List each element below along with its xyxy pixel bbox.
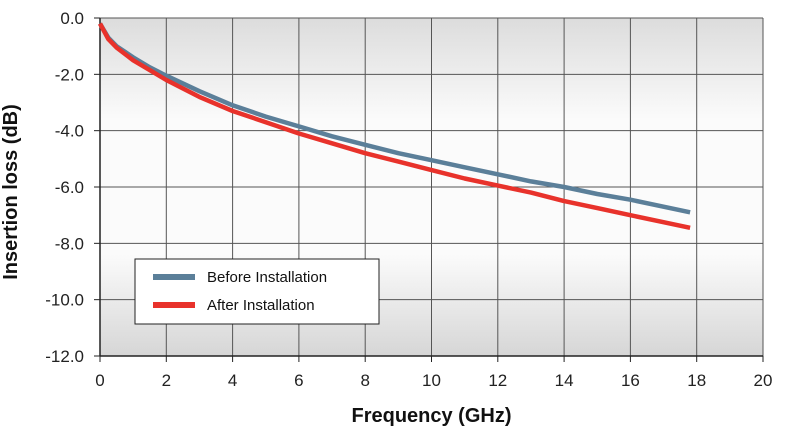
legend-box xyxy=(134,258,380,325)
x-tick-label: 12 xyxy=(488,371,507,390)
x-tick-label: 18 xyxy=(687,371,706,390)
y-tick-label: -10.0 xyxy=(45,291,84,310)
y-tick-label: -6.0 xyxy=(55,178,84,197)
y-tick-label: -12.0 xyxy=(45,347,84,366)
axes xyxy=(94,17,764,362)
series-lines xyxy=(98,22,691,231)
x-tick-label: 8 xyxy=(360,371,369,390)
grid-lines xyxy=(99,17,764,357)
y-axis-title: Insertion loss (dB) xyxy=(0,104,22,280)
x-tick-label: 16 xyxy=(621,371,640,390)
x-tick-label: 6 xyxy=(294,371,303,390)
legend-label-before: Before Installation xyxy=(207,269,327,286)
x-tick-label: 2 xyxy=(162,371,171,390)
legend-label-after: After Installation xyxy=(207,297,315,314)
x-tick-label: 4 xyxy=(228,371,237,390)
tick-labels: 0 2 4 6 8 10 12 14 16 18 20 0.0 -2.0 -4.0 -6.0 -8.0 -10.… xyxy=(45,9,772,390)
x-tick-label: 10 xyxy=(422,371,441,390)
y-tick-label: -4.0 xyxy=(55,122,84,141)
y-tick-label: 0.0 xyxy=(60,9,84,28)
x-tick-label: 14 xyxy=(555,371,574,390)
x-tick-label: 20 xyxy=(754,371,773,390)
y-tick-label: -8.0 xyxy=(55,234,84,253)
x-axis-title: Frequency (GHz) xyxy=(351,405,511,427)
series-line-1 xyxy=(98,22,691,231)
y-tick-label: -2.0 xyxy=(55,65,84,84)
x-tick-label: 0 xyxy=(95,371,104,390)
legend: Before Installation After Installation xyxy=(134,258,380,325)
series-line-0 xyxy=(98,22,691,215)
